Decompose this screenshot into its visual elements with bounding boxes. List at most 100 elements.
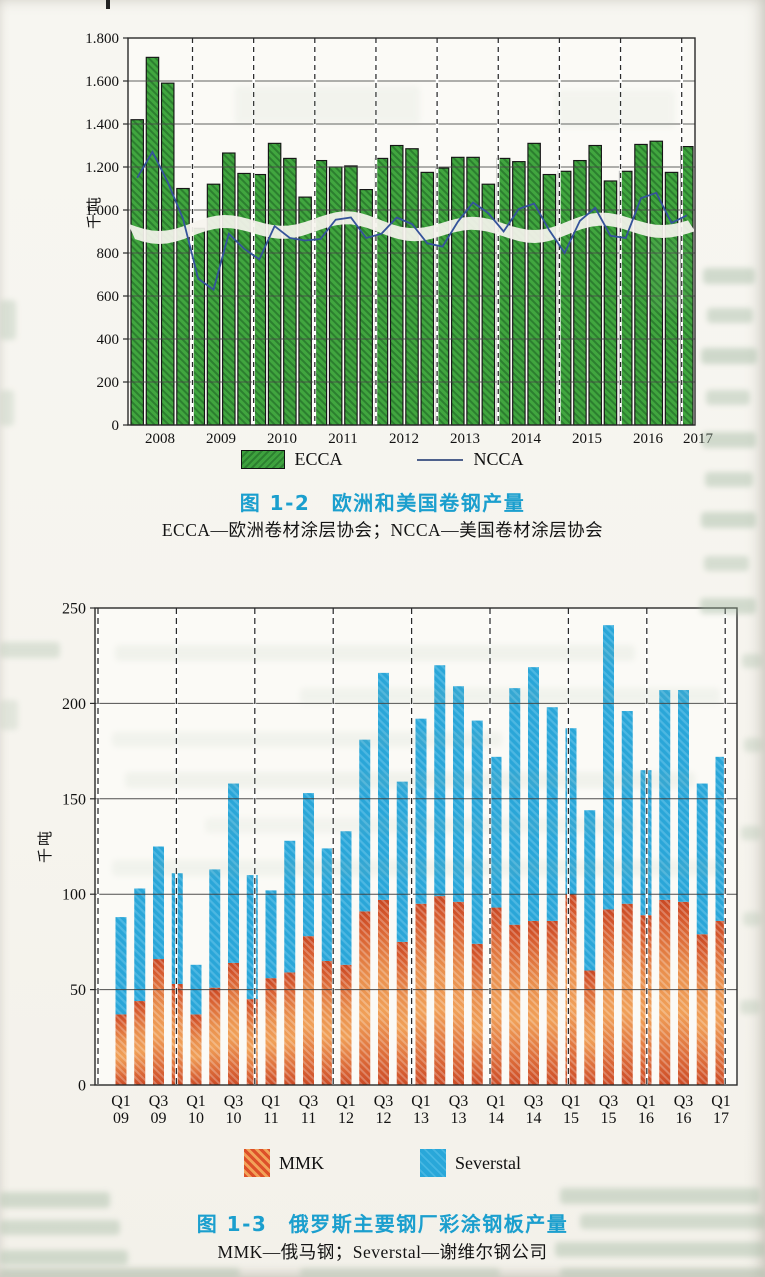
svg-text:千吨: 千吨	[86, 195, 103, 229]
bleed-smudge	[702, 432, 756, 448]
bleed-smudge	[742, 654, 762, 668]
bleed-smudge	[580, 1214, 765, 1229]
svg-text:2008: 2008	[145, 431, 175, 447]
bleed-smudge	[300, 688, 720, 704]
bleed-smudge	[701, 512, 756, 528]
figure-1-2-caption: 图 1-2 欧洲和美国卷钢产量	[239, 491, 526, 515]
ecca-legend-label: ECCA	[294, 449, 343, 469]
x-axis-quarter-labels: Q1 09 Q3 09 Q1 10 Q3 10 Q1 11 Q3 11 Q1 12 Q3 12 Q1 13 Q3 13…	[111, 1093, 731, 1127]
bleed-smudge	[560, 1188, 760, 1204]
bleed-smudge	[744, 738, 762, 752]
bleed-smudge	[0, 1250, 128, 1265]
legend-item-ncca: NCCA	[416, 449, 524, 470]
bleed-smudge	[741, 826, 761, 840]
bleed-smudge	[707, 308, 753, 323]
svg-text:200: 200	[97, 375, 120, 391]
svg-text:50: 50	[70, 982, 86, 999]
bleed-smudge	[555, 90, 675, 128]
bleed-smudge	[235, 86, 420, 124]
svg-text:1.400: 1.400	[85, 117, 119, 133]
svg-text:1.000: 1.000	[85, 203, 119, 219]
svg-text:1.800: 1.800	[85, 31, 119, 47]
y-axis-ticks: 0 50 100 150 200 250	[62, 601, 95, 1095]
bleed-smudge	[701, 348, 757, 364]
svg-text:2013: 2013	[450, 431, 480, 447]
svg-text:2015: 2015	[572, 431, 602, 447]
scan-edge-mark	[106, 0, 110, 9]
bleed-smudge	[112, 732, 502, 747]
bleed-smudge	[300, 1268, 500, 1277]
bleed-smudge	[705, 472, 753, 487]
bleed-smudge	[706, 390, 750, 405]
svg-text:2011: 2011	[328, 431, 357, 447]
bleed-smudge	[743, 912, 761, 926]
bleed-smudge	[0, 642, 60, 658]
svg-text:600: 600	[97, 289, 120, 305]
x-axis-year-labels: 2008 2009 2010 2011 2012 2013 2014 2015 2016 2017	[145, 431, 714, 447]
bleed-smudge	[0, 1268, 240, 1277]
bleed-smudge	[740, 1000, 760, 1014]
bleed-smudge	[112, 860, 722, 876]
bleed-smudge	[0, 1192, 110, 1208]
plot-frame	[127, 37, 696, 426]
svg-text:100: 100	[62, 887, 86, 904]
svg-text:千吨: 千吨	[37, 829, 54, 863]
svg-text:200: 200	[62, 696, 86, 713]
svg-text:0: 0	[112, 418, 120, 434]
bleed-smudge	[704, 556, 749, 571]
bleed-smudge	[0, 1220, 120, 1235]
ecca-swatch-icon	[241, 450, 286, 469]
bleed-smudge	[650, 240, 690, 310]
ncca-line-swatch-icon	[416, 458, 463, 461]
ncca-line	[136, 150, 688, 292]
svg-text:2012: 2012	[389, 431, 419, 447]
bleed-smudge	[0, 390, 14, 426]
bleed-smudge	[125, 772, 695, 788]
y-axis-ticks: 0 200 400 600 800 1.000 1.200 1.400 1.600 1.800	[85, 31, 128, 434]
bleed-smudge	[700, 598, 756, 614]
figure-1-3-subcaption: MMK—俄马钢；Severstal—谢维尔钢公司	[217, 1242, 548, 1262]
bleed-smudge	[703, 268, 755, 284]
svg-text:1.200: 1.200	[85, 160, 119, 176]
svg-text:2014: 2014	[511, 431, 542, 447]
mmk-legend-label: MMK	[279, 1152, 325, 1173]
legend-item-ecca: ECCA	[241, 449, 343, 470]
bleed-smudge	[555, 1242, 765, 1257]
figure-1-3-caption: 图 1-3 俄罗斯主要钢厂彩涂钢板产量	[196, 1212, 569, 1236]
year-separators	[96, 608, 727, 1085]
ncca-legend-label: NCCA	[473, 449, 524, 469]
svg-text:2017: 2017	[683, 431, 714, 447]
svg-text:1.600: 1.600	[85, 74, 119, 90]
figure-1-3-legend: MMK Severstal	[0, 1149, 765, 1177]
svg-text:400: 400	[97, 332, 120, 348]
severstal-swatch-icon	[420, 1149, 447, 1177]
svg-text:2016: 2016	[633, 431, 664, 447]
figure-1-2-chart: 0 200 400 600 800 1.000 1.200 1.400 1.600 1.800 20…	[85, 31, 714, 447]
figure-1-2-legend: ECCA NCCA	[0, 449, 765, 470]
bleed-smudge	[0, 700, 18, 730]
svg-text:0: 0	[78, 1078, 86, 1095]
svg-text:150: 150	[62, 791, 86, 808]
svg-text:2009: 2009	[206, 431, 236, 447]
svg-text:250: 250	[62, 601, 86, 618]
bleed-smudge	[205, 818, 635, 833]
legend-item-severstal: Severstal	[420, 1149, 521, 1177]
plot-frame	[94, 607, 738, 1086]
svg-text:2010: 2010	[267, 431, 297, 447]
